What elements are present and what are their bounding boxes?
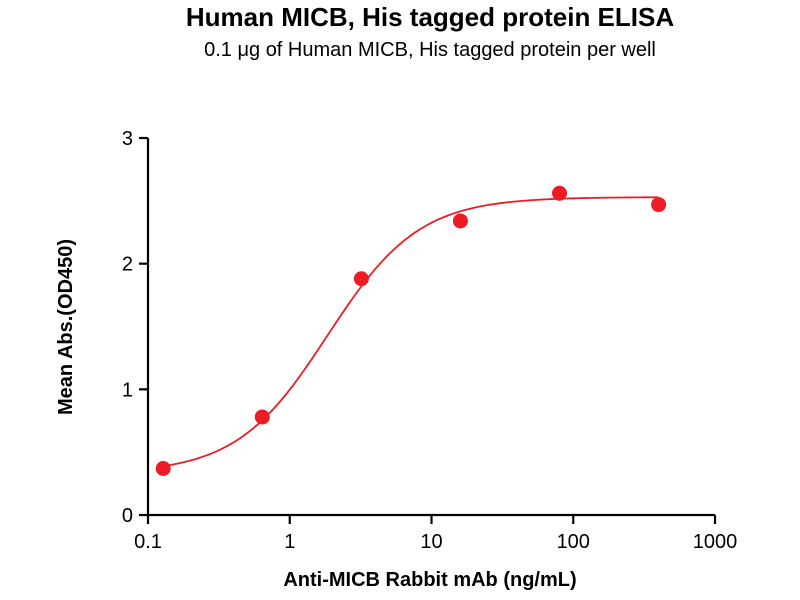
fit-curve-path: [163, 196, 659, 468]
x-axis-label: Anti-MICB Rabbit mAb (ng/mL): [283, 569, 576, 591]
data-point: [552, 185, 568, 201]
data-points: [155, 185, 667, 476]
data-point: [651, 197, 667, 213]
fit-curve: [163, 196, 659, 468]
y-tick-label: 3: [122, 128, 133, 150]
y-tick-label: 1: [122, 379, 133, 401]
x-tick-label: 100: [557, 531, 590, 553]
y-axis-label: Mean Abs.(OD450): [55, 239, 77, 415]
axes: [146, 138, 715, 517]
tick-marks: [139, 136, 717, 524]
data-point: [155, 461, 171, 476]
x-tick-label: 0.1: [134, 531, 162, 553]
y-tick-label: 2: [122, 254, 133, 276]
data-point: [452, 213, 468, 229]
data-point: [353, 271, 369, 287]
y-tick-label: 0: [122, 505, 133, 527]
data-point: [254, 409, 270, 425]
x-tick-label: 10: [420, 531, 442, 553]
tick-labels: 0 1 2 3 0.1 1 10 100 1000: [122, 128, 737, 553]
axis-lines: [146, 138, 715, 517]
x-tick-label: 1000: [693, 531, 738, 553]
chart-subtitle: 0.1 μg of Human MICB, His tagged protein…: [204, 39, 656, 61]
x-tick-label: 1: [284, 531, 295, 553]
chart-title: Human MICB, His tagged protein ELISA: [186, 2, 674, 32]
